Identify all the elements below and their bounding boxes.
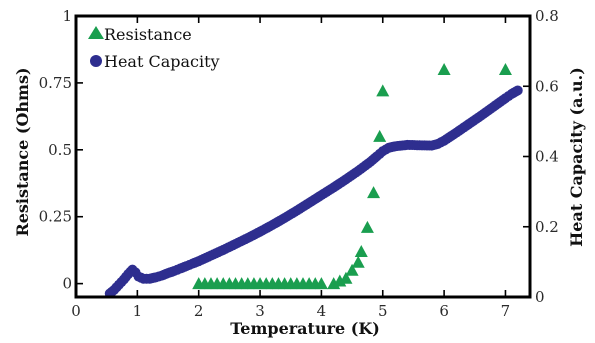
resistance-point <box>354 245 368 258</box>
y-left-tick-label: 0 <box>62 275 72 293</box>
y-right-axis-title: Heat Capacity (a.u.) <box>567 67 586 247</box>
x-tick-label: 7 <box>501 302 511 320</box>
legend-marker-resistance <box>88 26 104 39</box>
y-right-tick-label: 0.4 <box>535 148 559 166</box>
resistance-point <box>360 220 374 233</box>
x-tick-label: 1 <box>133 302 143 320</box>
resistance-point <box>498 63 512 76</box>
y-left-tick-label: 0.25 <box>39 208 72 226</box>
resistance-point <box>351 255 365 268</box>
resistance-point <box>373 129 387 142</box>
resistance-point <box>367 186 381 199</box>
resistance-point <box>339 271 353 284</box>
heat-capacity-trace-dot <box>125 266 136 277</box>
x-tick-label: 5 <box>378 302 388 320</box>
marks-layer <box>104 63 523 299</box>
y-left-tick-label: 0.75 <box>39 74 72 92</box>
axes-layer: 0 1 2 3 4 5 6 7 0 0.25 0.5 0.75 1 0 0.2 0.4 0.6 0.8 <box>39 7 559 320</box>
x-tick-label: 2 <box>194 302 204 320</box>
heat-capacity-trace-dot <box>510 86 521 97</box>
resistance-point <box>376 84 390 97</box>
x-tick-label: 0 <box>71 302 81 320</box>
x-tick-label: 3 <box>255 302 265 320</box>
x-tick-label: 4 <box>317 302 327 320</box>
legend-marker-heat-capacity <box>90 55 102 67</box>
resistance-point <box>314 277 328 290</box>
legend-label-heat-capacity: Heat Capacity <box>104 52 220 71</box>
y-right-tick-label: 0 <box>535 288 545 306</box>
legend-label-resistance: Resistance <box>104 25 192 44</box>
x-axis-title: Temperature (K) <box>230 319 380 338</box>
legend: Resistance Heat Capacity <box>88 25 220 71</box>
y-right-tick-label: 0.2 <box>535 218 559 236</box>
y-left-tick-label: 0.5 <box>48 141 72 159</box>
resistance-point <box>437 63 451 76</box>
y-left-axis-title: Resistance (Ohms) <box>13 67 32 236</box>
resistance-point <box>345 263 359 276</box>
y-right-tick-label: 0.8 <box>535 7 559 25</box>
y-right-tick-label: 0.6 <box>535 77 559 95</box>
y-left-tick-label: 1 <box>62 7 72 25</box>
x-tick-label: 6 <box>439 302 449 320</box>
